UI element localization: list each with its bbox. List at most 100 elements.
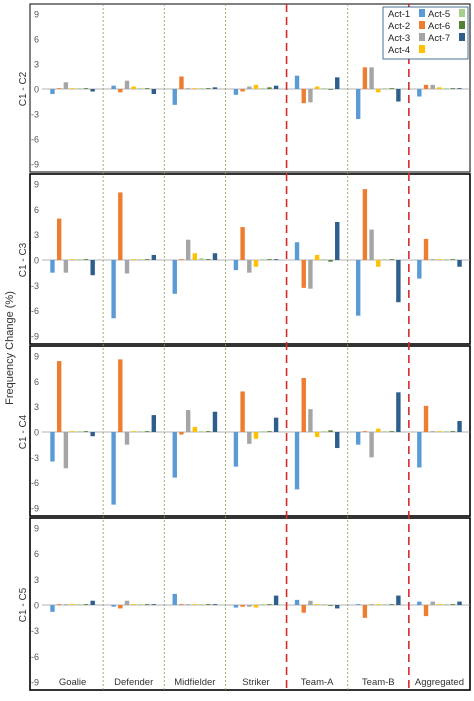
bar-team-a-act-2 [301, 260, 306, 288]
bar-defender-act-5 [138, 259, 143, 260]
panel-label: C1 - C3 [18, 242, 29, 277]
bar-aggregated-act-3 [430, 84, 435, 89]
bar-team-b-act-2 [362, 431, 368, 432]
bar-team-b-act-4 [376, 89, 381, 93]
bar-striker-act-2 [240, 605, 245, 607]
panel-frame [29, 173, 471, 345]
bar-team-b-act-1 [355, 260, 361, 316]
bar-team-b-act-5 [382, 259, 388, 260]
panel-label: C1 - C5 [18, 587, 29, 622]
bar-team-b-act-3 [369, 432, 374, 458]
bar-team-a-act-6 [328, 430, 333, 432]
bar-striker-act-1 [233, 260, 239, 271]
bar-striker-act-7 [273, 85, 279, 89]
bar-team-a-act-7 [335, 222, 340, 260]
legend-swatch [419, 45, 425, 53]
bar-team-b-act-2 [362, 189, 368, 260]
bar-striker-act-4 [253, 260, 259, 267]
bar-goalie-act-2 [56, 218, 62, 260]
bar-midfielder-act-4 [192, 88, 198, 89]
bar-team-b-act-7 [396, 260, 401, 303]
bar-aggregated-act-2 [423, 238, 429, 260]
bar-defender-act-1 [111, 432, 116, 505]
bar-team-b-act-6 [389, 604, 394, 605]
bar-team-b-act-1 [355, 604, 361, 605]
bar-striker-act-1 [233, 432, 239, 467]
y-tick-label: -9 [31, 332, 39, 342]
legend-label: Act-7 [428, 33, 450, 44]
bar-team-a-act-6 [328, 89, 333, 90]
y-tick-label: 9 [34, 352, 39, 362]
bar-goalie-act-4 [70, 88, 75, 89]
bar-team-b-act-2 [362, 605, 368, 618]
bar-aggregated-act-6 [450, 259, 456, 260]
panel-label: C1 - C4 [18, 414, 29, 449]
y-tick-label: -6 [31, 652, 39, 662]
bar-goalie-act-5 [77, 88, 82, 89]
bar-aggregated-act-4 [437, 87, 442, 89]
panel-4: C1 - C5 9 6 3 0 -3 -6 -9 [18, 524, 470, 688]
bar-goalie-act-5 [77, 604, 82, 605]
y-tick-label: 3 [34, 230, 39, 240]
x-tick-label: Goalie [59, 677, 86, 688]
bar-goalie-act-7 [90, 260, 95, 276]
bar-team-b-act-1 [355, 89, 361, 119]
bar-striker-act-3 [247, 260, 252, 273]
bar-midfielder-act-1 [172, 432, 177, 478]
bar-midfielder-act-1 [172, 89, 177, 105]
bar-striker-act-1 [233, 605, 239, 608]
bar-aggregated-act-7 [457, 260, 462, 267]
bar-team-b-act-7 [396, 392, 401, 432]
y-tick-label: -9 [31, 678, 39, 688]
bar-goalie-act-6 [83, 88, 89, 89]
bar-goalie-act-7 [90, 600, 95, 605]
bar-team-b-act-1 [355, 432, 361, 445]
bar-defender-act-4 [131, 86, 136, 89]
bar-aggregated-act-4 [437, 259, 442, 260]
y-tick-label: 0 [34, 601, 39, 611]
y-tick-label: 9 [34, 524, 39, 534]
bar-striker-act-6 [267, 87, 272, 89]
bar-defender-act-7 [151, 89, 157, 94]
y-tick-label: -3 [31, 453, 39, 463]
bar-team-a-act-6 [328, 605, 333, 606]
bar-striker-act-1 [233, 89, 239, 95]
bar-team-a-act-3 [308, 600, 313, 605]
bar-striker-act-5 [260, 431, 265, 432]
bar-defender-act-2 [118, 359, 123, 432]
bar-striker-act-7 [273, 417, 279, 432]
panel-1: C1 - C2 9 6 3 0 -3 -6 -9 [18, 10, 470, 170]
bar-goalie-act-2 [56, 361, 62, 432]
bar-team-a-act-4 [314, 432, 320, 438]
bar-goalie-act-7 [90, 432, 95, 437]
y-tick-label: 9 [34, 10, 39, 20]
bar-goalie-act-6 [83, 604, 89, 605]
bar-striker-act-5 [260, 88, 265, 89]
bar-midfielder-act-5 [199, 431, 204, 432]
bar-team-a-act-5 [321, 604, 327, 605]
legend-label: Act-5 [428, 9, 450, 20]
y-tick-label: 3 [34, 575, 39, 585]
bar-midfielder-act-6 [206, 88, 211, 89]
bar-defender-act-7 [151, 254, 157, 260]
bar-defender-act-6 [144, 259, 150, 260]
bar-team-a-act-3 [308, 409, 313, 432]
bar-team-b-act-4 [376, 604, 381, 605]
bar-team-b-act-7 [396, 595, 401, 605]
bar-team-a-act-4 [314, 254, 320, 260]
bar-aggregated-act-2 [423, 405, 429, 432]
bar-aggregated-act-4 [437, 604, 442, 605]
panel-frame [29, 345, 471, 517]
bar-team-b-act-4 [376, 428, 381, 432]
y-tick-label: -6 [31, 306, 39, 316]
bar-striker-act-2 [240, 391, 245, 432]
bar-aggregated-act-3 [430, 601, 435, 605]
bar-striker-act-6 [267, 431, 272, 432]
bar-striker-act-6 [267, 604, 272, 605]
bar-aggregated-act-1 [417, 260, 422, 279]
bar-defender-act-6 [144, 431, 150, 432]
bar-defender-act-3 [124, 432, 130, 445]
bar-team-a-act-5 [321, 88, 327, 89]
legend-label: Act-3 [388, 33, 410, 44]
